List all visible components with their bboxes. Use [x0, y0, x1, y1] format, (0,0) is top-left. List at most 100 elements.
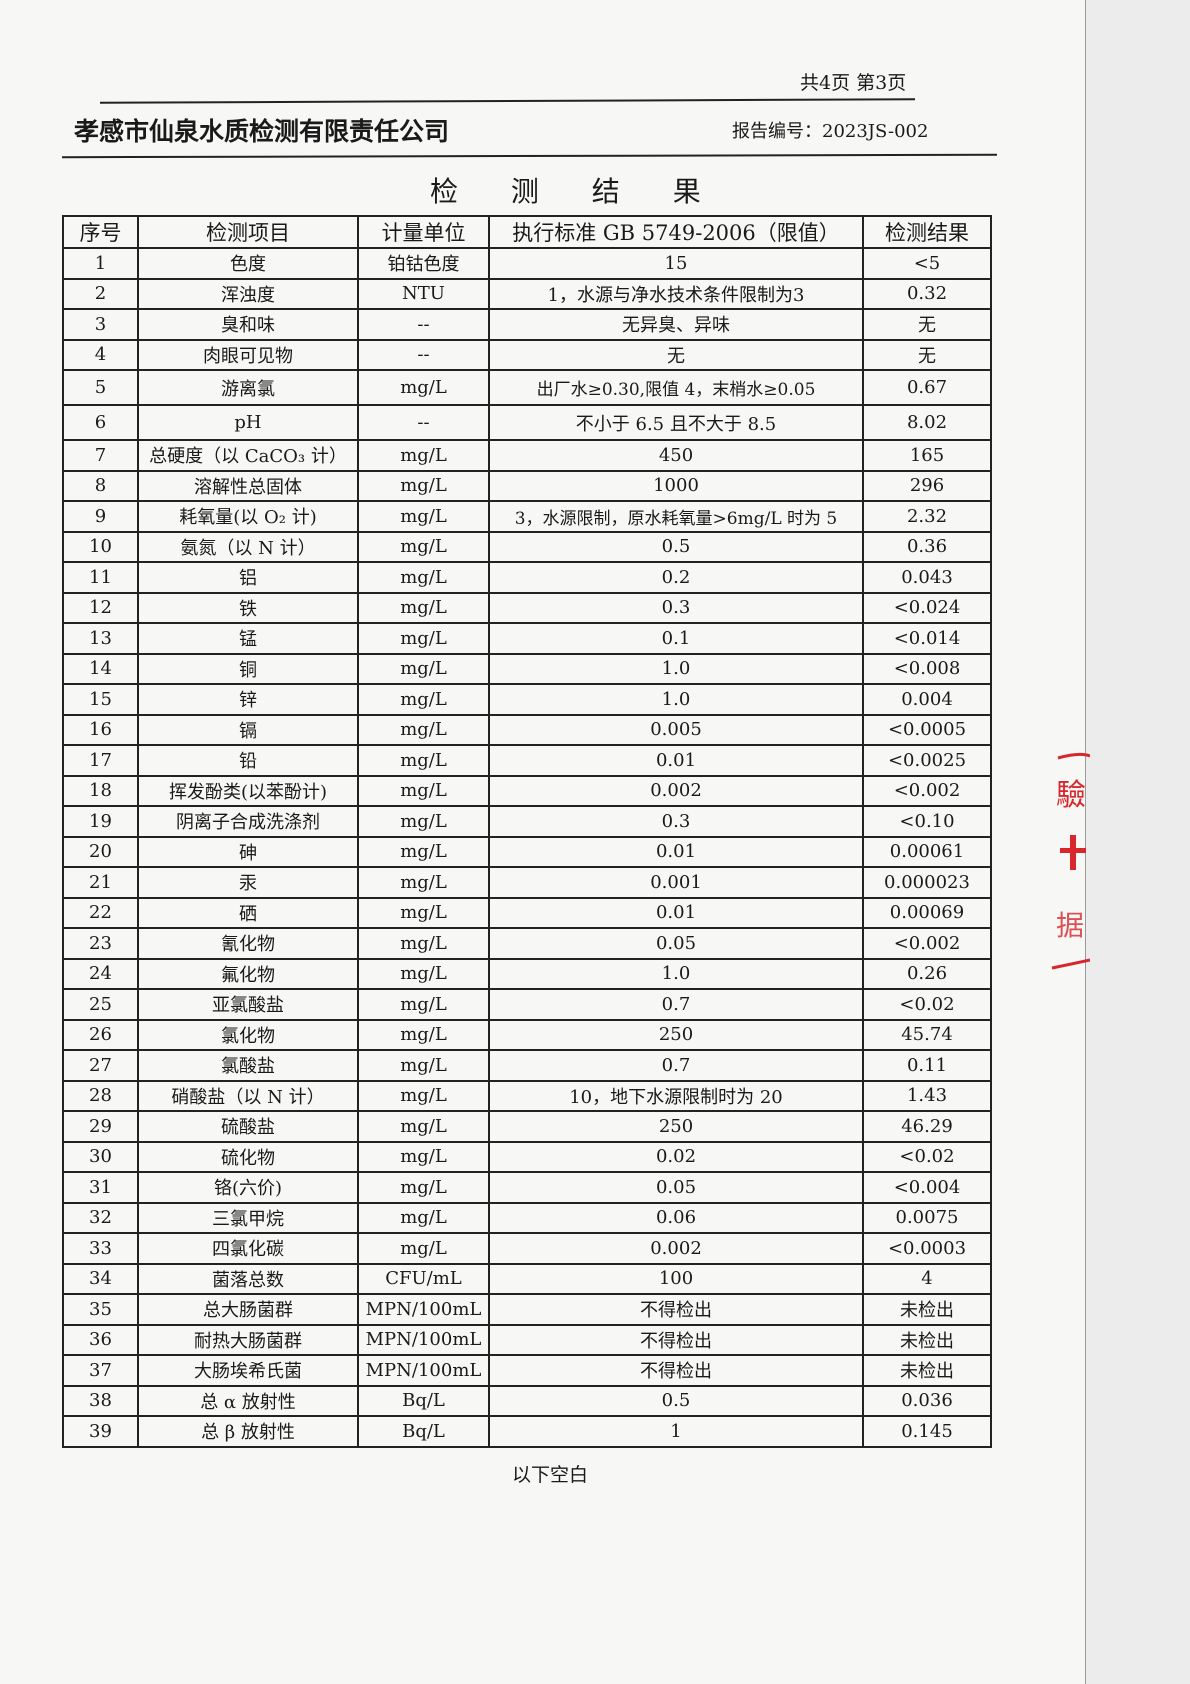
cell-seq: 32: [62, 1201, 139, 1234]
cell-seq: 12: [62, 591, 139, 624]
cell-standard: 250: [488, 1018, 864, 1051]
cell-item: 浑浊度: [137, 277, 359, 310]
table-row: 22 硒 mg/L 0.01 0.00069: [62, 896, 992, 929]
cell-seq: 28: [62, 1079, 139, 1112]
cell-unit: mg/L: [357, 439, 490, 472]
cell-seq: 39: [62, 1415, 139, 1448]
table-row: 21 汞 mg/L 0.001 0.000023: [62, 866, 992, 899]
table-row: 24 氟化物 mg/L 1.0 0.26: [62, 957, 992, 990]
cell-item: 氨氮（以 N 计）: [137, 530, 359, 563]
table-row: 26 氯化物 mg/L 250 45.74: [62, 1018, 992, 1051]
cell-standard: 0.1: [488, 622, 864, 655]
cell-unit: NTU: [357, 277, 490, 310]
cell-item: 亚氯酸盐: [137, 988, 359, 1021]
table-row: 28 硝酸盐（以 N 计） mg/L 10，地下水源限制时为 20 1.43: [62, 1079, 992, 1112]
cell-seq: 37: [62, 1354, 139, 1387]
cell-item: 锌: [137, 683, 359, 716]
cell-unit: Bq/L: [357, 1384, 490, 1417]
cell-result: 未检出: [862, 1323, 992, 1356]
cell-item: 氰化物: [137, 927, 359, 960]
cell-standard: 不得检出: [488, 1293, 864, 1326]
cell-item: 铜: [137, 652, 359, 685]
cell-item: 铁: [137, 591, 359, 624]
cell-item: 总 β 放射性: [137, 1415, 359, 1448]
cell-result: 1.43: [862, 1079, 992, 1112]
cell-unit: MPN/100mL: [357, 1293, 490, 1326]
cell-unit: mg/L: [357, 774, 490, 807]
cell-standard: 0.3: [488, 805, 864, 838]
cell-result: 0.145: [862, 1415, 992, 1448]
cell-unit: mg/L: [357, 591, 490, 624]
cell-result: 45.74: [862, 1018, 992, 1051]
cell-item: 四氯化碳: [137, 1232, 359, 1265]
cell-item: 硒: [137, 896, 359, 929]
column-header-seq: 序号: [62, 215, 139, 249]
cell-standard: 0.01: [488, 744, 864, 777]
cell-seq: 13: [62, 622, 139, 655]
red-seal-stamp: 驗 据: [1051, 752, 1090, 970]
table-row: 4 肉眼可见物 -- 无无: [62, 338, 992, 371]
cell-seq: 8: [62, 469, 139, 502]
cell-unit: mg/L: [357, 561, 490, 594]
column-header-standard: 执行标准 GB 5749-2006（限值）: [488, 215, 864, 249]
cell-item: 硫化物: [137, 1140, 359, 1173]
table-row: 2 浑浊度 NTU 1，水源与净水技术条件限制为3 0.32: [62, 277, 992, 310]
cell-seq: 18: [62, 774, 139, 807]
cell-seq: 3: [62, 308, 139, 341]
cell-item: 臭和味: [137, 308, 359, 341]
column-header-item: 检测项目: [137, 215, 359, 249]
cell-result: 296: [862, 469, 992, 502]
cell-unit: mg/L: [357, 530, 490, 563]
cell-result: <0.024: [862, 591, 992, 624]
table-row: 30 硫化物 mg/L 0.02 <0.02: [62, 1140, 992, 1173]
cell-unit: 铂钴色度: [357, 247, 490, 280]
cell-standard: 无异臭、异味: [488, 308, 864, 341]
cell-standard: 0.002: [488, 774, 864, 807]
cell-seq: 23: [62, 927, 139, 960]
cell-result: 46.29: [862, 1110, 992, 1143]
cell-seq: 35: [62, 1293, 139, 1326]
cell-seq: 29: [62, 1110, 139, 1143]
cell-unit: mg/L: [357, 896, 490, 929]
table-row: 31 铬(六价) mg/L 0.05 <0.004: [62, 1171, 992, 1204]
cell-unit: mg/L: [357, 469, 490, 502]
table-row: 39 总 β 放射性 Bq/L 1 0.145: [62, 1415, 992, 1448]
cell-standard: 出厂水≥0.30,限值 4，末梢水≥0.05: [488, 369, 864, 406]
svg-text:据: 据: [1056, 909, 1084, 942]
cell-seq: 33: [62, 1232, 139, 1265]
cell-result: 0.00069: [862, 896, 992, 929]
cell-seq: 11: [62, 561, 139, 594]
cell-unit: mg/L: [357, 744, 490, 777]
divider: [61, 153, 998, 159]
cell-unit: --: [357, 308, 490, 341]
cell-seq: 21: [62, 866, 139, 899]
cell-result: 0.67: [862, 369, 992, 406]
cell-item: 挥发酚类(以苯酚计): [137, 774, 359, 807]
cell-result: <0.008: [862, 652, 992, 685]
table-row: 14 铜 mg/L 1.0 <0.008: [62, 652, 992, 685]
cell-item: 铅: [137, 744, 359, 777]
table-row: 20 砷 mg/L 0.01 0.00061: [62, 835, 992, 868]
table-row: 29 硫酸盐 mg/L 250 46.29: [62, 1110, 992, 1143]
results-table: 序号 检测项目 计量单位 执行标准 GB 5749-2006（限值） 检测结果 1 色度铂…: [62, 215, 992, 1448]
cell-standard: 0.7: [488, 988, 864, 1021]
cell-seq: 16: [62, 713, 139, 746]
table-row: 11 铝 mg/L 0.2 0.043: [62, 561, 992, 594]
cell-standard: 3，水源限制，原水耗氧量>6mg/L 时为 5: [488, 500, 864, 533]
cell-standard: 0.002: [488, 1232, 864, 1265]
table-row: 35 总大肠菌群 MPN/100mL 不得检出 未检出: [62, 1293, 992, 1326]
cell-seq: 15: [62, 683, 139, 716]
cell-seq: 1: [62, 247, 139, 280]
cell-item: 铬(六价): [137, 1171, 359, 1204]
cell-standard: 100: [488, 1262, 864, 1295]
table-row: 34 菌落总数 CFU/mL 100 4: [62, 1262, 992, 1295]
table-row: 27 氯酸盐 mg/L 0.7 0.11: [62, 1049, 992, 1082]
cell-seq: 22: [62, 896, 139, 929]
cell-unit: mg/L: [357, 500, 490, 533]
cell-standard: 不得检出: [488, 1354, 864, 1387]
divider: [99, 98, 916, 104]
table-header: 序号 检测项目 计量单位 执行标准 GB 5749-2006（限值） 检测结果: [62, 215, 992, 249]
cell-unit: mg/L: [357, 835, 490, 868]
cell-seq: 38: [62, 1384, 139, 1417]
cell-result: 2.32: [862, 500, 992, 533]
